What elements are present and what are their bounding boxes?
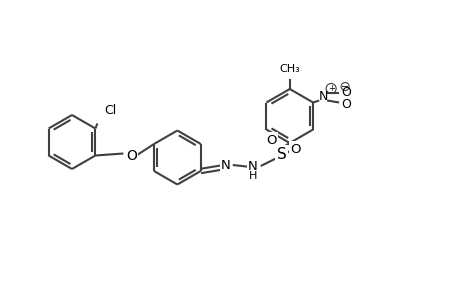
Text: O: O — [290, 142, 300, 155]
Text: S: S — [276, 146, 286, 161]
Text: O: O — [341, 98, 350, 111]
Text: N: N — [220, 158, 230, 172]
Text: O: O — [341, 86, 350, 99]
Text: N: N — [318, 90, 327, 103]
Text: +: + — [327, 84, 334, 93]
Text: O: O — [126, 148, 136, 163]
Text: N: N — [247, 160, 257, 172]
Text: −: − — [340, 82, 348, 92]
Text: Cl: Cl — [104, 103, 117, 116]
Text: CH₃: CH₃ — [279, 64, 299, 74]
Text: O: O — [266, 134, 276, 146]
Text: H: H — [248, 171, 257, 181]
